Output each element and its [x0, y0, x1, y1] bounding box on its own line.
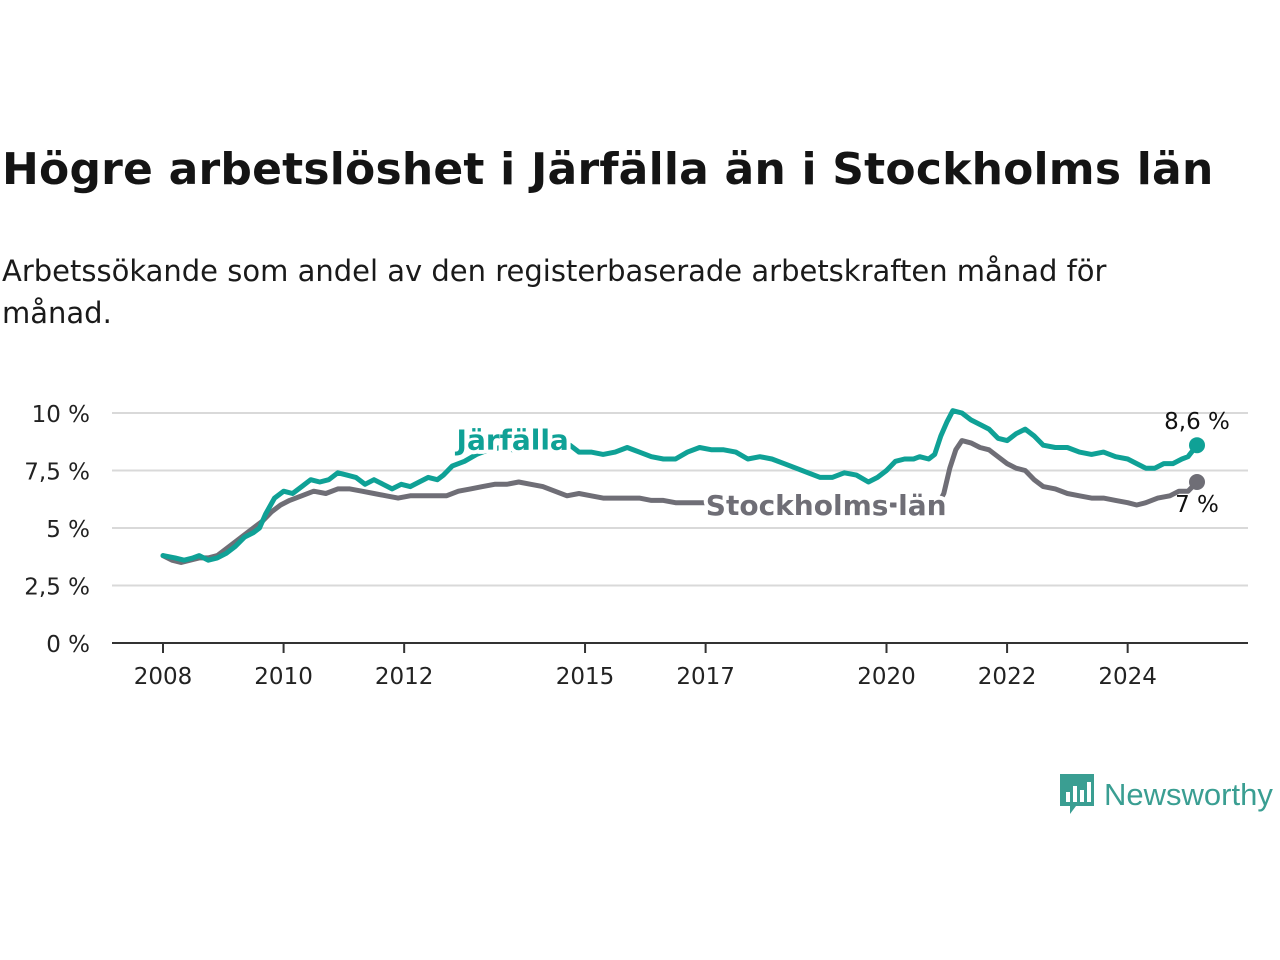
- x-tick-label: 2008: [134, 664, 193, 690]
- end-label-jarfalla: 8,6 %: [1164, 409, 1230, 435]
- chart-subtitle: Arbetssökande som andel av den registerb…: [2, 254, 1107, 330]
- series-line-jarfalla: [160, 408, 1200, 563]
- series-label-stockholms-lan: Stockholms län: [706, 489, 947, 522]
- newsworthy-logo[interactable]: Newsworthy: [1058, 772, 1273, 818]
- series-line-stockholms-lan: [160, 438, 1200, 565]
- series-lines: [160, 408, 1205, 565]
- x-tick-label: 2024: [1098, 664, 1157, 690]
- y-tick-label: 2,5 %: [24, 575, 90, 601]
- x-tick-label: 2017: [676, 664, 735, 690]
- newsworthy-logo-icon: [1060, 774, 1094, 814]
- x-tick-label: 2020: [857, 664, 916, 690]
- end-point-jarfalla: [1189, 437, 1205, 454]
- grid-lines: [112, 412, 1248, 644]
- end-point-stockholms-lan: [1189, 474, 1205, 490]
- chart-title: Högre arbetslöshet i Järfälla än i Stock…: [2, 144, 1214, 195]
- series-labels: 8,6 % 7 % Järfälla Stockholms län: [451, 409, 1230, 526]
- x-tick-label: 2012: [375, 664, 434, 690]
- brand-name: Newsworthy: [1104, 777, 1273, 812]
- x-tick-label: 2022: [978, 664, 1037, 690]
- line-chart: 0 % 2,5 % 5 % 7,5 % 10 % 2008 2010 2012 2015 201…: [24, 402, 1248, 690]
- y-tick-label: 5 %: [46, 517, 90, 543]
- y-axis-ticks: 0 % 2,5 % 5 % 7,5 % 10 %: [24, 402, 90, 658]
- x-tick-label: 2015: [556, 664, 615, 690]
- y-tick-label: 7,5 %: [24, 460, 90, 486]
- x-tick-label: 2010: [254, 664, 313, 690]
- series-label-jarfalla: Järfälla: [455, 424, 569, 457]
- end-label-stockholms-lan: 7 %: [1175, 492, 1219, 518]
- x-axis-ticks: 2008 2010 2012 2015 2017 2020 2022 2024: [134, 643, 1157, 690]
- y-tick-label: 10 %: [32, 402, 90, 428]
- y-tick-label: 0 %: [46, 632, 90, 658]
